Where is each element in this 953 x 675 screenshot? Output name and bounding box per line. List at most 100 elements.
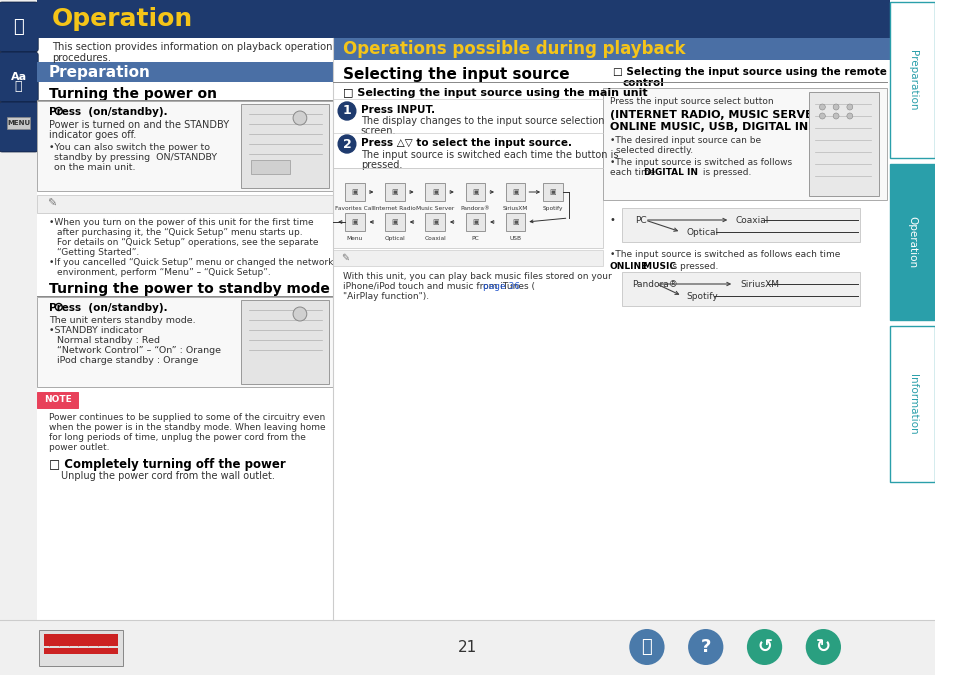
Text: •The input source is switched as follows each time: •The input source is switched as follows… bbox=[609, 250, 842, 259]
Text: after purchasing it, the “Quick Setup” menu starts up.: after purchasing it, the “Quick Setup” m… bbox=[57, 228, 302, 237]
Text: Spotify: Spotify bbox=[542, 206, 562, 211]
Text: ↺: ↺ bbox=[756, 638, 771, 656]
Text: ▣: ▣ bbox=[392, 219, 398, 225]
Text: Pandora®: Pandora® bbox=[460, 206, 490, 211]
Text: "AirPlay function").: "AirPlay function"). bbox=[343, 292, 429, 301]
FancyArrowPatch shape bbox=[409, 190, 413, 194]
Text: Selecting the input source: Selecting the input source bbox=[343, 67, 569, 82]
Point bbox=[315, 316, 327, 324]
Point bbox=[243, 140, 254, 148]
FancyArrowPatch shape bbox=[659, 285, 678, 294]
Point bbox=[597, 78, 608, 86]
Point bbox=[315, 306, 327, 314]
Bar bbox=[333, 250, 602, 266]
FancyArrowPatch shape bbox=[491, 221, 494, 223]
Text: “Network Control” – “On” : Orange: “Network Control” – “On” : Orange bbox=[57, 346, 220, 355]
Text: ▣: ▣ bbox=[512, 189, 518, 195]
Bar bbox=[241, 104, 329, 188]
Point bbox=[339, 218, 351, 226]
FancyArrowPatch shape bbox=[449, 190, 453, 194]
Text: is pressed.: is pressed. bbox=[666, 262, 718, 271]
Bar bbox=[385, 213, 404, 231]
Bar bbox=[37, 101, 333, 191]
Point bbox=[597, 78, 608, 86]
Text: SiriusXM: SiriusXM bbox=[740, 280, 779, 289]
Bar bbox=[889, 326, 934, 482]
Bar bbox=[889, 164, 934, 320]
Text: is pressed.: is pressed. bbox=[700, 168, 750, 177]
Point bbox=[707, 292, 719, 300]
Text: ✎: ✎ bbox=[341, 253, 349, 263]
Point bbox=[243, 326, 254, 334]
Point bbox=[315, 150, 327, 158]
Point bbox=[243, 150, 254, 158]
Text: Information: Information bbox=[906, 374, 917, 434]
Bar bbox=[37, 0, 889, 38]
Point bbox=[243, 130, 254, 138]
Bar bbox=[602, 88, 886, 200]
Text: ▣: ▣ bbox=[472, 219, 478, 225]
Text: □ Selecting the input source using the main unit: □ Selecting the input source using the m… bbox=[343, 88, 647, 98]
Text: Coaxial: Coaxial bbox=[424, 236, 446, 241]
Bar bbox=[37, 195, 333, 213]
Point bbox=[102, 630, 113, 638]
Text: procedures.: procedures. bbox=[51, 53, 111, 63]
Text: ▣: ▣ bbox=[432, 189, 438, 195]
Text: •You can also switch the power to: •You can also switch the power to bbox=[49, 143, 210, 152]
Bar bbox=[44, 648, 117, 654]
Text: •The desired input source can be: •The desired input source can be bbox=[609, 136, 760, 145]
Point bbox=[31, 96, 43, 104]
Bar bbox=[7, 117, 30, 129]
Point bbox=[851, 228, 862, 236]
Text: “Getting Started”.: “Getting Started”. bbox=[57, 248, 139, 257]
Text: 👓: 👓 bbox=[15, 80, 22, 94]
Bar bbox=[621, 208, 859, 242]
Text: 2: 2 bbox=[342, 138, 351, 151]
Bar bbox=[241, 300, 329, 384]
Text: ONLINE: ONLINE bbox=[609, 262, 647, 271]
Text: DIGITAL IN: DIGITAL IN bbox=[643, 168, 698, 177]
Text: Operation: Operation bbox=[51, 7, 193, 31]
Bar bbox=[37, 62, 333, 82]
Text: Press  (on/standby).: Press (on/standby). bbox=[49, 107, 168, 117]
Circle shape bbox=[293, 111, 307, 125]
Bar bbox=[345, 183, 364, 201]
Bar bbox=[251, 160, 290, 174]
FancyArrowPatch shape bbox=[490, 190, 493, 194]
Circle shape bbox=[846, 104, 852, 110]
Text: Operations possible during playback: Operations possible during playback bbox=[343, 40, 685, 58]
Text: Optical: Optical bbox=[685, 228, 718, 237]
Text: Power continues to be supplied to some of the circuitry even: Power continues to be supplied to some o… bbox=[49, 413, 325, 422]
Text: ▣: ▣ bbox=[432, 219, 438, 225]
Point bbox=[63, 630, 74, 638]
Point bbox=[53, 642, 65, 650]
FancyArrowPatch shape bbox=[451, 221, 454, 223]
FancyArrowPatch shape bbox=[647, 221, 677, 232]
Point bbox=[562, 188, 574, 196]
Text: for long periods of time, unplug the power cord from the: for long periods of time, unplug the pow… bbox=[49, 433, 306, 442]
Point bbox=[243, 316, 254, 324]
Text: ▣: ▣ bbox=[549, 189, 556, 195]
FancyArrowPatch shape bbox=[410, 221, 414, 223]
Text: Spotify: Spotify bbox=[685, 292, 717, 301]
Text: •The input source is switched as follows: •The input source is switched as follows bbox=[609, 158, 791, 167]
Point bbox=[851, 216, 862, 224]
Bar bbox=[425, 213, 444, 231]
Text: NOTE: NOTE bbox=[44, 396, 71, 404]
Text: ?: ? bbox=[700, 638, 710, 656]
Text: □ Completely turning off the power: □ Completely turning off the power bbox=[49, 458, 286, 471]
Text: Press △▽ to select the input source.: Press △▽ to select the input source. bbox=[360, 138, 571, 148]
Text: MUSIC: MUSIC bbox=[639, 262, 676, 271]
Circle shape bbox=[746, 629, 781, 665]
Text: when the power is in the standby mode. When leaving home: when the power is in the standby mode. W… bbox=[49, 423, 325, 432]
Bar bbox=[333, 168, 602, 248]
Circle shape bbox=[819, 113, 824, 119]
Text: Normal standby : Red: Normal standby : Red bbox=[57, 336, 160, 345]
Point bbox=[243, 120, 254, 128]
Text: Power is turned on and the STANDBY: Power is turned on and the STANDBY bbox=[49, 120, 229, 130]
Point bbox=[864, 100, 876, 108]
Text: •: • bbox=[609, 215, 615, 225]
Bar bbox=[37, 392, 78, 408]
FancyArrowPatch shape bbox=[529, 190, 538, 194]
Point bbox=[327, 218, 338, 226]
